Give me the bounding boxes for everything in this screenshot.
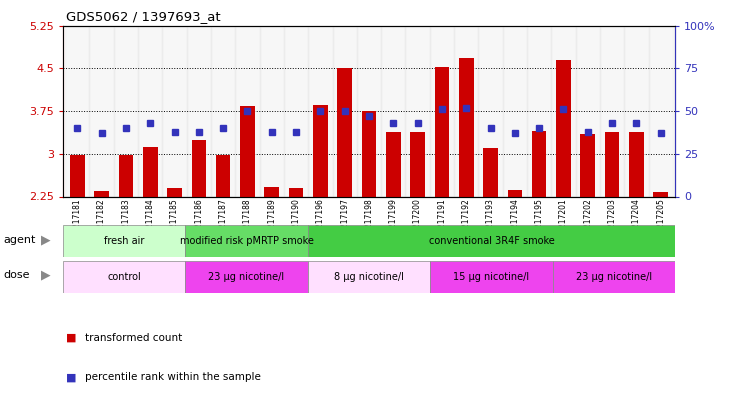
Bar [527, 26, 551, 196]
Bar [503, 26, 527, 196]
Text: ■: ■ [66, 333, 77, 343]
Text: conventional 3R4F smoke: conventional 3R4F smoke [429, 236, 554, 246]
Bar [240, 107, 255, 196]
Text: fresh air: fresh air [104, 236, 144, 246]
Bar [168, 188, 182, 196]
Bar [435, 66, 449, 196]
Text: GDS5062 / 1397693_at: GDS5062 / 1397693_at [66, 10, 221, 23]
Text: 8 μg nicotine/l: 8 μg nicotine/l [334, 272, 404, 282]
Text: transformed count: transformed count [85, 333, 182, 343]
Bar [581, 134, 595, 196]
Bar [114, 26, 138, 196]
Bar [624, 26, 649, 196]
Bar [162, 26, 187, 196]
Text: ▶: ▶ [41, 268, 50, 281]
Bar [138, 26, 162, 196]
Bar [70, 156, 85, 196]
Bar [556, 60, 570, 196]
Bar [604, 132, 619, 196]
Bar [63, 261, 185, 293]
Bar [264, 187, 279, 196]
Text: 23 μg nicotine/l: 23 μg nicotine/l [576, 272, 652, 282]
Text: modified risk pMRTP smoke: modified risk pMRTP smoke [179, 236, 314, 246]
Bar [260, 26, 284, 196]
Bar [119, 156, 134, 196]
Bar [629, 132, 644, 196]
Bar [284, 26, 308, 196]
Bar [63, 225, 185, 257]
Bar [454, 26, 478, 196]
Bar [143, 147, 157, 196]
Bar [211, 26, 235, 196]
Text: percentile rank within the sample: percentile rank within the sample [85, 372, 261, 382]
Bar [459, 58, 474, 196]
Text: ■: ■ [66, 372, 77, 382]
Bar [551, 26, 576, 196]
Bar [65, 26, 89, 196]
Bar [313, 105, 328, 196]
Bar [532, 131, 546, 196]
Bar [653, 192, 668, 196]
Text: agent: agent [4, 235, 36, 245]
Bar [192, 140, 206, 196]
Bar [185, 261, 308, 293]
Bar [185, 225, 308, 257]
Bar [405, 26, 430, 196]
Bar [576, 26, 600, 196]
Bar [430, 26, 454, 196]
Bar [215, 156, 230, 196]
Bar [308, 26, 333, 196]
Bar [478, 26, 503, 196]
Bar [289, 188, 303, 196]
Bar [386, 132, 401, 196]
Bar [483, 148, 498, 196]
Bar [430, 261, 553, 293]
Bar [410, 132, 425, 196]
Text: dose: dose [4, 270, 30, 280]
Bar [94, 191, 109, 196]
Bar [333, 26, 357, 196]
Bar [649, 26, 673, 196]
Text: 23 μg nicotine/l: 23 μg nicotine/l [208, 272, 285, 282]
Bar [337, 68, 352, 196]
Bar [308, 225, 675, 257]
Bar [235, 26, 260, 196]
Bar [89, 26, 114, 196]
Bar [308, 261, 430, 293]
Bar [381, 26, 405, 196]
Bar [508, 190, 523, 196]
Bar [553, 261, 675, 293]
Text: ▶: ▶ [41, 233, 50, 246]
Text: control: control [107, 272, 141, 282]
Bar [357, 26, 381, 196]
Bar [187, 26, 211, 196]
Text: 15 μg nicotine/l: 15 μg nicotine/l [453, 272, 530, 282]
Bar [362, 111, 376, 196]
Bar [600, 26, 624, 196]
